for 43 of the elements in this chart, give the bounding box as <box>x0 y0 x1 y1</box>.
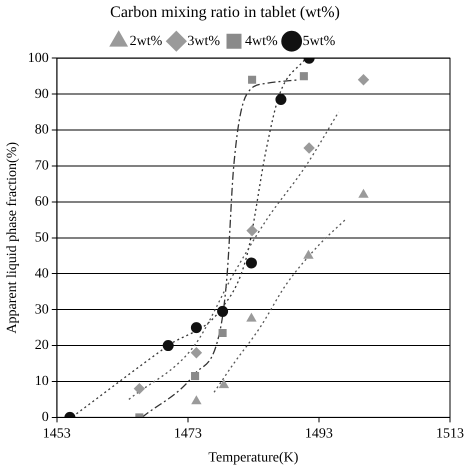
legend-title: Carbon mixing ratio in tablet (wt%) <box>110 4 340 22</box>
line-series <box>128 111 340 400</box>
y-tick-label: 100 <box>28 50 49 66</box>
y-tick-label: 60 <box>34 194 49 210</box>
x-tick-label: 1453 <box>42 426 71 442</box>
point <box>219 380 229 388</box>
point <box>191 372 200 380</box>
legend-label: 5wt% <box>302 34 336 49</box>
point <box>192 396 202 404</box>
y-tick-label: 0 <box>42 410 49 426</box>
point <box>275 94 286 106</box>
y-tick-label: 50 <box>34 230 49 246</box>
point <box>217 306 228 317</box>
x-tick-label: 1473 <box>174 426 202 442</box>
x-axis-title: Temperature(K) <box>208 450 299 466</box>
point <box>190 322 202 334</box>
point <box>304 142 315 154</box>
point <box>246 225 258 236</box>
y-tick-label: 30 <box>34 302 49 318</box>
x-tick-label: 1493 <box>304 426 333 442</box>
legend-label: 2wt% <box>130 34 163 49</box>
point <box>162 340 174 352</box>
y-tick-label: 90 <box>34 86 49 102</box>
y-tick-label: 80 <box>34 122 49 138</box>
y-tick-label: 40 <box>34 266 49 282</box>
point <box>134 383 145 394</box>
point <box>190 347 202 358</box>
point <box>300 72 308 80</box>
point <box>246 257 257 268</box>
legend-label: 4wt% <box>245 34 278 49</box>
point <box>218 328 227 338</box>
y-tick-label: 70 <box>34 158 49 174</box>
point <box>246 313 256 322</box>
point <box>358 189 368 198</box>
y-tick-label: 20 <box>34 338 49 354</box>
line-series <box>213 219 346 393</box>
point <box>358 74 369 86</box>
legend-label: 3wt% <box>187 34 220 49</box>
y-tick-label: 10 <box>34 374 49 390</box>
y-axis-title: Apparent liquid phase fraction(%) <box>5 142 20 334</box>
point <box>304 250 314 259</box>
x-tick-label: 1513 <box>436 426 464 442</box>
point <box>248 76 256 84</box>
